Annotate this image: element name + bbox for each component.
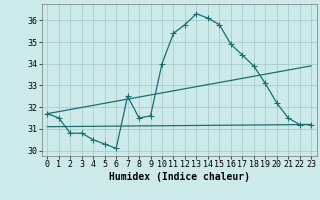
X-axis label: Humidex (Indice chaleur): Humidex (Indice chaleur) bbox=[109, 172, 250, 182]
